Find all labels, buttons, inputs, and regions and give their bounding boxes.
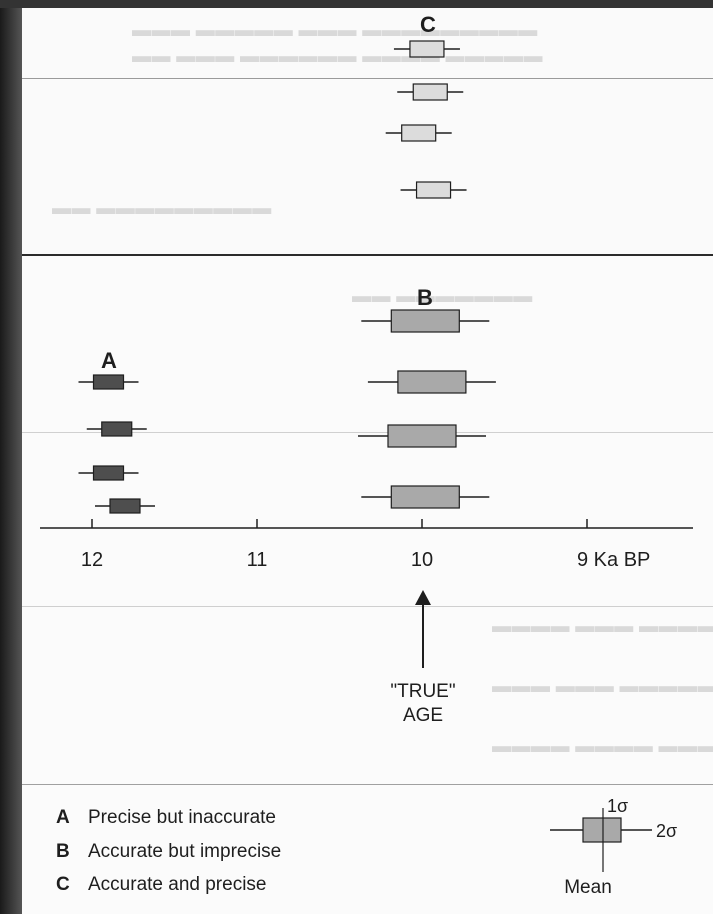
key-mean-label: Mean	[564, 877, 612, 898]
axis-tick-label-10: 10	[411, 549, 433, 571]
axis-tick-label-9: 9 Ka BP	[577, 549, 650, 571]
group-a-box-1	[92, 374, 125, 390]
group-label-b: B	[417, 285, 433, 310]
separator-line	[22, 432, 713, 433]
group-c-box-2	[412, 83, 448, 101]
group-a-box-4	[109, 498, 141, 514]
ghost-text: ▬▬ ▬▬▬▬▬▬▬▬▬	[52, 198, 272, 219]
group-c-box-1	[409, 40, 445, 58]
ghost-text: ▬▬▬▬ ▬▬▬▬ ▬▬▬	[492, 736, 713, 757]
ghost-text: ▬▬ ▬▬▬▬▬▬▬	[352, 286, 533, 307]
true-age-label-line1: "TRUE"	[390, 681, 455, 702]
lower-page-panel: ▬▬ ▬▬▬▬▬▬▬ ▬▬▬▬ ▬▬▬ ▬▬▬▬ ▬▬▬ ▬▬▬ ▬▬▬▬▬ ▬…	[22, 256, 713, 914]
true-age-label-line2: AGE	[403, 705, 443, 726]
true-age-arrow-head	[415, 590, 431, 605]
group-b-box-4	[390, 485, 460, 509]
group-a-box-2	[101, 421, 133, 437]
key-2sigma-label: 2σ	[656, 821, 677, 841]
legend-letter-a: A	[56, 807, 70, 828]
group-a-box-3	[92, 465, 125, 481]
separator-line	[22, 784, 713, 785]
left-shadow-band	[0, 0, 22, 914]
group-label-c: C	[420, 12, 436, 37]
group-b-box-2	[397, 370, 467, 394]
key-1sigma-label: 1σ	[607, 796, 628, 816]
group-c-box-3	[401, 124, 437, 142]
legend-letter-c: C	[56, 874, 70, 895]
top-shadow-band	[0, 0, 713, 8]
group-c-box-4	[415, 181, 452, 199]
legend-text-a: Precise but inaccurate	[88, 807, 276, 828]
axis-tick-label-11: 11	[247, 549, 268, 571]
axis-tick-label-12: 12	[81, 549, 103, 571]
key-1sigma-box	[582, 817, 622, 843]
legend-text-b: Accurate but imprecise	[88, 841, 281, 862]
upper-page-panel: ▬▬▬ ▬▬▬▬▬ ▬▬▬ ▬▬▬▬▬▬▬▬▬ ▬▬ ▬▬▬ ▬▬▬▬▬▬ ▬▬…	[22, 8, 713, 254]
ghost-text: ▬▬▬ ▬▬▬ ▬▬▬▬▬	[492, 676, 713, 697]
ghost-text: ▬▬▬▬ ▬▬▬ ▬▬▬▬	[492, 616, 713, 637]
separator-line	[22, 78, 713, 79]
ghost-text: ▬▬▬ ▬▬▬▬▬ ▬▬▬ ▬▬▬▬▬▬▬▬▬	[132, 20, 538, 41]
group-b-box-3	[387, 424, 457, 448]
separator-line	[22, 606, 713, 607]
group-label-a: A	[101, 348, 117, 373]
legend-letter-b: B	[56, 841, 70, 862]
group-b-box-1	[390, 309, 460, 333]
legend-text-c: Accurate and precise	[88, 874, 267, 895]
